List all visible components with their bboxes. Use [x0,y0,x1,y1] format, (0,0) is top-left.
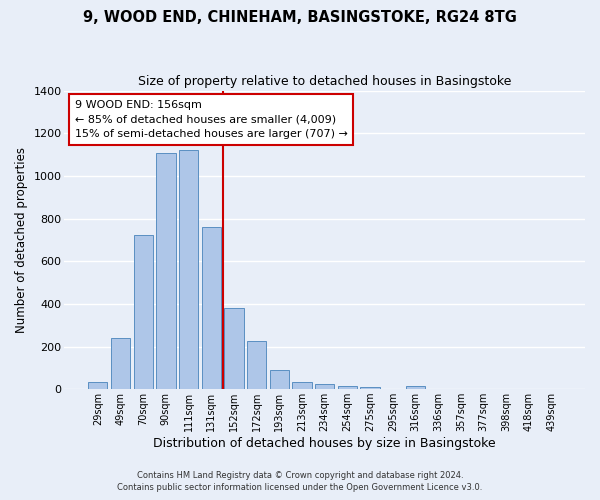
Bar [111,338,130,389]
Bar [406,386,425,389]
Bar [292,382,311,389]
Bar [179,150,198,389]
Bar [247,340,266,389]
Bar [156,154,176,389]
Bar [338,386,357,389]
X-axis label: Distribution of detached houses by size in Basingstoke: Distribution of detached houses by size … [154,437,496,450]
Text: 9, WOOD END, CHINEHAM, BASINGSTOKE, RG24 8TG: 9, WOOD END, CHINEHAM, BASINGSTOKE, RG24… [83,10,517,25]
Title: Size of property relative to detached houses in Basingstoke: Size of property relative to detached ho… [138,75,511,88]
Bar [224,308,244,389]
Bar [134,234,153,389]
Y-axis label: Number of detached properties: Number of detached properties [15,147,28,333]
Text: 9 WOOD END: 156sqm
← 85% of detached houses are smaller (4,009)
15% of semi-deta: 9 WOOD END: 156sqm ← 85% of detached hou… [75,100,348,139]
Bar [202,227,221,389]
Text: Contains HM Land Registry data © Crown copyright and database right 2024.
Contai: Contains HM Land Registry data © Crown c… [118,471,482,492]
Bar [269,370,289,389]
Bar [88,382,107,389]
Bar [361,386,380,389]
Bar [315,384,334,389]
